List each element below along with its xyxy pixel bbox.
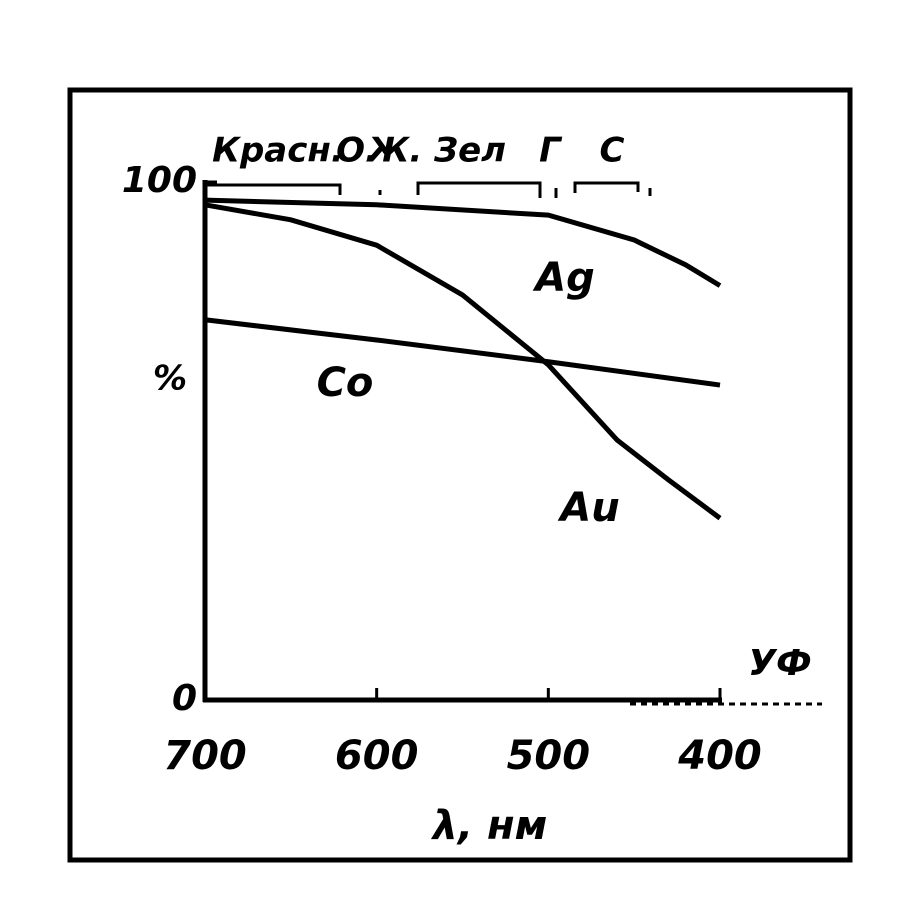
series-label: Co xyxy=(317,360,374,406)
series-line xyxy=(204,317,721,388)
spectrum-brackets xyxy=(205,181,652,198)
x-axis-label: λ, нм xyxy=(431,803,548,849)
x-tick-label: 700 xyxy=(163,733,247,779)
y-tick-label: 0 xyxy=(172,678,197,719)
spectrum-label: Зел xyxy=(433,131,506,171)
x-tick-label: 500 xyxy=(507,733,591,779)
series-label: Au xyxy=(557,485,619,531)
spectrum-label: Ж. xyxy=(366,131,423,171)
spectrum-label: Г xyxy=(539,131,563,171)
series-label: Ag xyxy=(532,255,595,301)
y-axis-label: % xyxy=(153,359,187,399)
spectrum-label: С xyxy=(600,131,625,171)
series-line xyxy=(204,202,722,521)
x-tick-label: 600 xyxy=(335,733,419,779)
spectrum-label: Красн. xyxy=(212,131,344,171)
series-line xyxy=(204,197,722,288)
y-tick-label: 100 xyxy=(122,160,197,201)
x-tick-label: 400 xyxy=(677,733,762,779)
spectrum-label: О. xyxy=(336,131,378,171)
uv-label: УФ xyxy=(748,643,811,684)
frame xyxy=(67,87,853,863)
